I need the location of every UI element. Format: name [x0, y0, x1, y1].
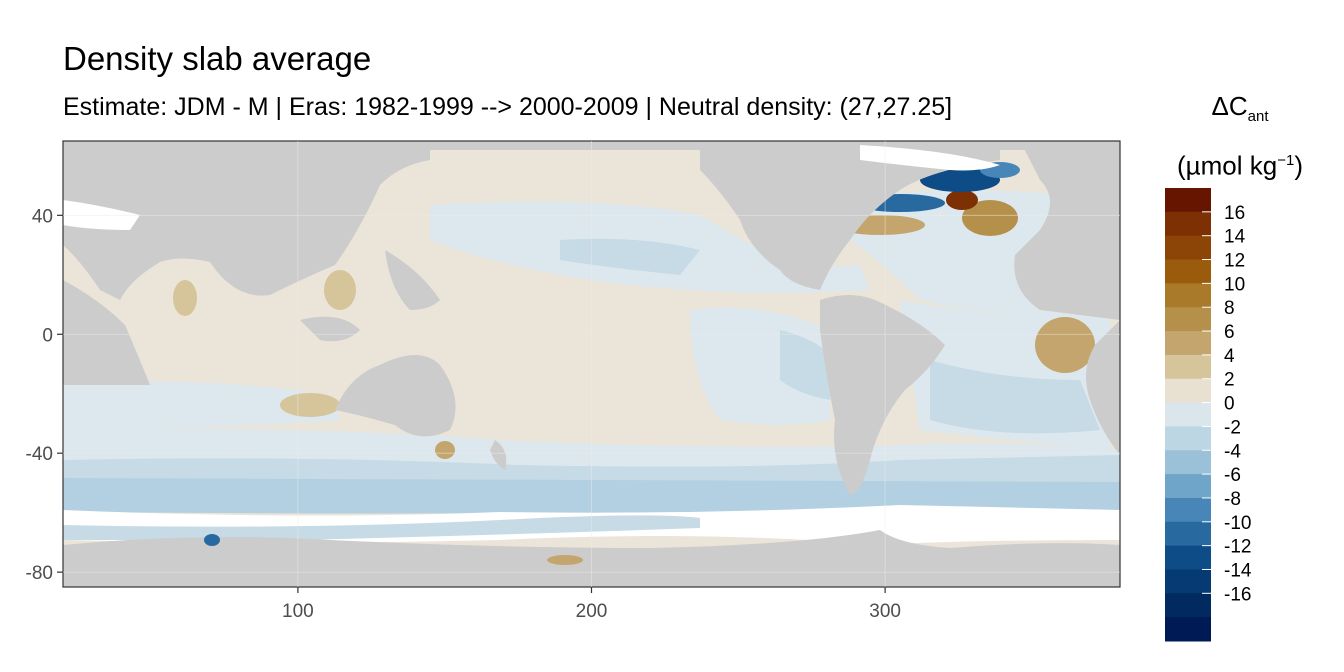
- y-tick-label: 40: [32, 206, 53, 227]
- legend-break-label: -2: [1224, 417, 1241, 438]
- legend-title-sub: ant: [1247, 108, 1269, 126]
- x-tick-label: 100: [282, 601, 314, 622]
- east-atlantic-patch: [1035, 317, 1095, 373]
- legend-break-label: 4: [1224, 346, 1235, 367]
- legend-break-label: -12: [1224, 537, 1251, 558]
- legend-color-swatch: [1165, 331, 1211, 356]
- tasman-patch: [435, 441, 455, 459]
- legend-color-swatch: [1165, 593, 1211, 618]
- legend-break-label: -10: [1224, 513, 1251, 534]
- legend-color-swatch: [1165, 426, 1211, 451]
- bay-patch: [324, 270, 356, 310]
- legend-break-label: -6: [1224, 465, 1241, 486]
- legend-break-label: 14: [1224, 227, 1246, 248]
- new-zealand: [490, 440, 507, 470]
- indian-ocean-patch: [280, 393, 340, 417]
- legend-unit-prefix: (µmol kg: [1177, 150, 1278, 181]
- legend-color-swatch: [1165, 378, 1211, 404]
- legend-break-label: -4: [1224, 441, 1241, 462]
- legend-color-swatch: [1165, 235, 1211, 261]
- x-axis: 100 200 300: [282, 587, 901, 622]
- legend-colorbar: [1165, 188, 1211, 642]
- antarctic-shelf-band: [63, 515, 700, 540]
- legend-break-label: 6: [1224, 322, 1235, 343]
- east-pacific-patch: [780, 330, 835, 400]
- legend-unit-sup: −1: [1277, 152, 1295, 170]
- legend-break-label: 0: [1224, 394, 1235, 415]
- y-tick-label: -80: [26, 563, 53, 584]
- legend-break-label: 16: [1224, 203, 1245, 224]
- legend-unit-suffix: ): [1294, 150, 1303, 181]
- irminger-negative-patch: [920, 168, 1000, 192]
- y-tick-label: 0: [42, 325, 53, 346]
- indonesia: [300, 316, 360, 342]
- eurasia: [63, 141, 430, 300]
- antarctic-negative-patch: [204, 534, 220, 546]
- x-tick-label: 200: [576, 601, 608, 622]
- legend-break-label: 8: [1224, 298, 1235, 319]
- legend-color-swatch: [1165, 474, 1211, 499]
- legend-color-swatch: [1165, 307, 1211, 332]
- legend-color-swatch: [1165, 354, 1211, 380]
- south-america: [820, 295, 945, 495]
- legend-color-swatch: [1165, 188, 1211, 213]
- legend-color-swatch: [1165, 402, 1211, 427]
- y-axis: 40 0 -40 -80: [26, 206, 63, 584]
- south-indian-band: [63, 381, 340, 430]
- legend-color-swatch: [1165, 497, 1211, 523]
- legend-break-label: -14: [1224, 560, 1252, 581]
- legend-color-swatch: [1165, 283, 1211, 308]
- legend-color-swatch: [1165, 450, 1211, 475]
- legend-break-label: 12: [1224, 251, 1245, 272]
- legend-color-swatch: [1165, 259, 1211, 284]
- arabian-sea-patch: [173, 280, 197, 316]
- legend-break-label: 2: [1224, 370, 1235, 391]
- y-tick-label: -40: [26, 444, 53, 465]
- africa-east: [63, 280, 150, 385]
- legend-break-label: -16: [1224, 584, 1251, 605]
- north-no-data: [860, 145, 1000, 171]
- legend-color-swatch: [1165, 211, 1211, 237]
- legend-break-label: 10: [1224, 274, 1245, 295]
- ross-sea-patch: [547, 555, 583, 565]
- pacific-patch: [560, 238, 700, 275]
- x-tick-label: 300: [869, 601, 901, 622]
- philippines: [385, 250, 440, 310]
- plot-subtitle: Estimate: JDM - M | Eras: 1982-1999 --> …: [63, 93, 953, 121]
- legend-color-swatch: [1165, 617, 1211, 642]
- grid-lines: [63, 141, 1120, 587]
- australia: [335, 355, 456, 437]
- legend-title-main: ΔC: [1211, 91, 1248, 121]
- africa-europe: [1014, 141, 1120, 320]
- plot-title: Density slab average: [63, 40, 372, 77]
- legend-color-swatch: [1165, 569, 1211, 594]
- north-atlantic-positive-patch: [962, 200, 1018, 236]
- north-atlantic-max-patch: [946, 190, 978, 210]
- legend-color-swatch: [1165, 521, 1211, 547]
- legend-color-swatch: [1165, 545, 1211, 570]
- legend-title: ΔCant (µmol kg−1): [1150, 84, 1330, 188]
- south-atlantic-patch: [930, 360, 1100, 434]
- south-africa: [1086, 320, 1120, 455]
- legend-break-label: -8: [1224, 489, 1241, 510]
